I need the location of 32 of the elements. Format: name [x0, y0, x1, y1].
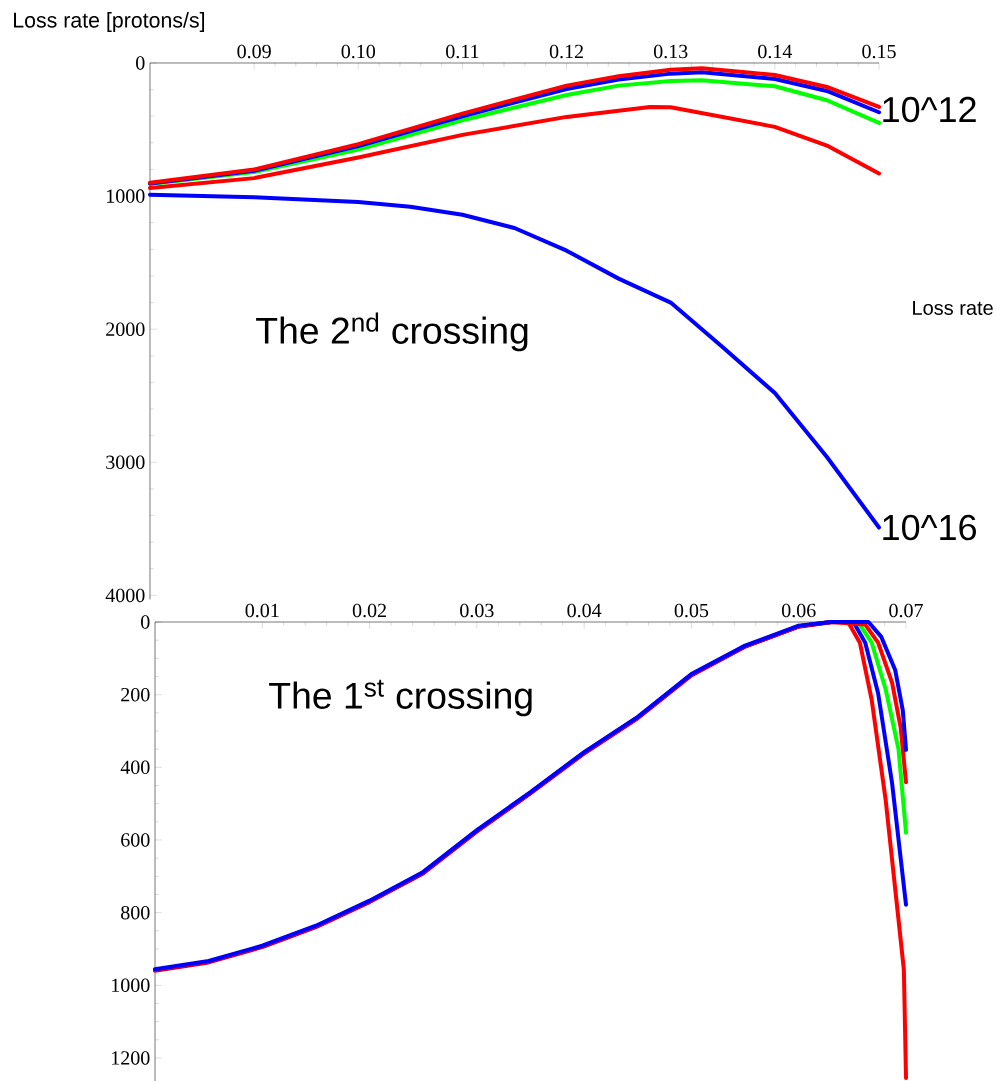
y-tick-label: 800 [121, 905, 150, 920]
annotation: 10^12 [883, 96, 976, 123]
x-tick-label: 0.05 [674, 603, 709, 618]
x-tick-label: 0.09 [237, 44, 271, 59]
y-tick-label: 1000 [112, 978, 150, 993]
y-tick-label: 200 [121, 687, 150, 702]
x-tick-label: 0.15 [862, 44, 896, 59]
annotation: 10^16 [883, 514, 976, 541]
y-tick-label: 0 [141, 615, 150, 629]
x-tick-label: 0.07 [889, 603, 923, 618]
x-tick-label: 0.06 [781, 603, 816, 618]
x-tick-label: 0.03 [460, 603, 494, 618]
x-tick-label: 0.13 [653, 44, 688, 59]
x-tick-label: 0.04 [567, 603, 602, 618]
y-tick-label: 1200 [112, 1051, 150, 1065]
y-tick-label: 0 [136, 56, 145, 70]
y-axis-title: Loss rate [protons/s] [14, 12, 205, 32]
x-tick-label: 0.12 [549, 44, 583, 59]
y-tick-label: 4000 [105, 588, 145, 603]
y-tick-label: 3000 [106, 455, 145, 470]
y-tick-label: 400 [120, 760, 150, 775]
annotation: The 2$^{nd}$ crossing [256, 312, 528, 352]
y-tick-label: 1000 [107, 189, 145, 203]
x-tick-label: 0.01 [245, 603, 279, 618]
x-tick-label: 0.02 [352, 603, 386, 618]
text: Loss rate [913, 301, 993, 315]
x-tick-label: 0.11 [446, 44, 479, 59]
x-tick-label: 0.14 [758, 44, 793, 59]
annotation: The 1$^{st}$ crossing [269, 679, 532, 717]
y-tick-label: 600 [121, 833, 150, 847]
y-tick-label: 2000 [106, 322, 145, 336]
x-tick-label: 0.10 [341, 44, 376, 59]
